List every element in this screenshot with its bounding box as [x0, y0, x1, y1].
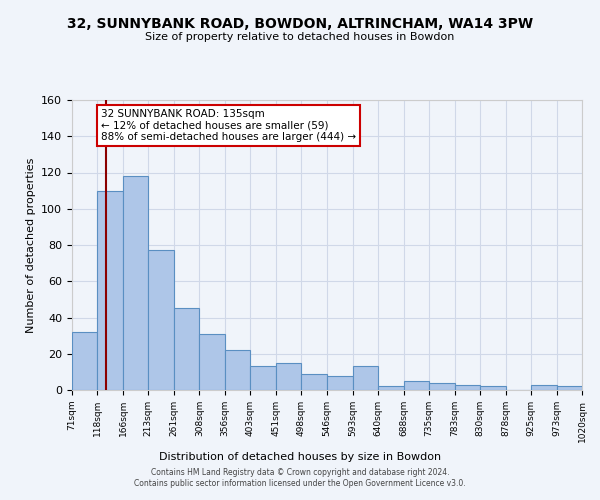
Bar [378, 386, 404, 390]
Text: 32, SUNNYBANK ROAD, BOWDON, ALTRINCHAM, WA14 3PW: 32, SUNNYBANK ROAD, BOWDON, ALTRINCHAM, … [67, 18, 533, 32]
Bar [148, 250, 174, 390]
Bar [327, 376, 353, 390]
Bar [276, 363, 301, 390]
Bar [480, 386, 506, 390]
Bar [404, 381, 429, 390]
Text: Distribution of detached houses by size in Bowdon: Distribution of detached houses by size … [159, 452, 441, 462]
Bar [353, 366, 378, 390]
Bar [72, 332, 97, 390]
Bar [557, 386, 582, 390]
Text: Size of property relative to detached houses in Bowdon: Size of property relative to detached ho… [145, 32, 455, 42]
Bar [199, 334, 225, 390]
Bar [250, 366, 276, 390]
Bar [301, 374, 327, 390]
Bar [225, 350, 250, 390]
Bar [174, 308, 199, 390]
Bar [531, 384, 557, 390]
Bar [455, 384, 480, 390]
Bar [123, 176, 148, 390]
Text: 32 SUNNYBANK ROAD: 135sqm
← 12% of detached houses are smaller (59)
88% of semi-: 32 SUNNYBANK ROAD: 135sqm ← 12% of detac… [101, 109, 356, 142]
Bar [97, 190, 123, 390]
Bar [429, 383, 455, 390]
Text: Contains HM Land Registry data © Crown copyright and database right 2024.
Contai: Contains HM Land Registry data © Crown c… [134, 468, 466, 487]
Y-axis label: Number of detached properties: Number of detached properties [26, 158, 35, 332]
